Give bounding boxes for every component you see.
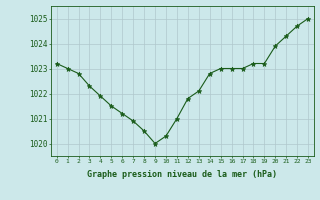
X-axis label: Graphe pression niveau de la mer (hPa): Graphe pression niveau de la mer (hPa) xyxy=(87,170,277,179)
